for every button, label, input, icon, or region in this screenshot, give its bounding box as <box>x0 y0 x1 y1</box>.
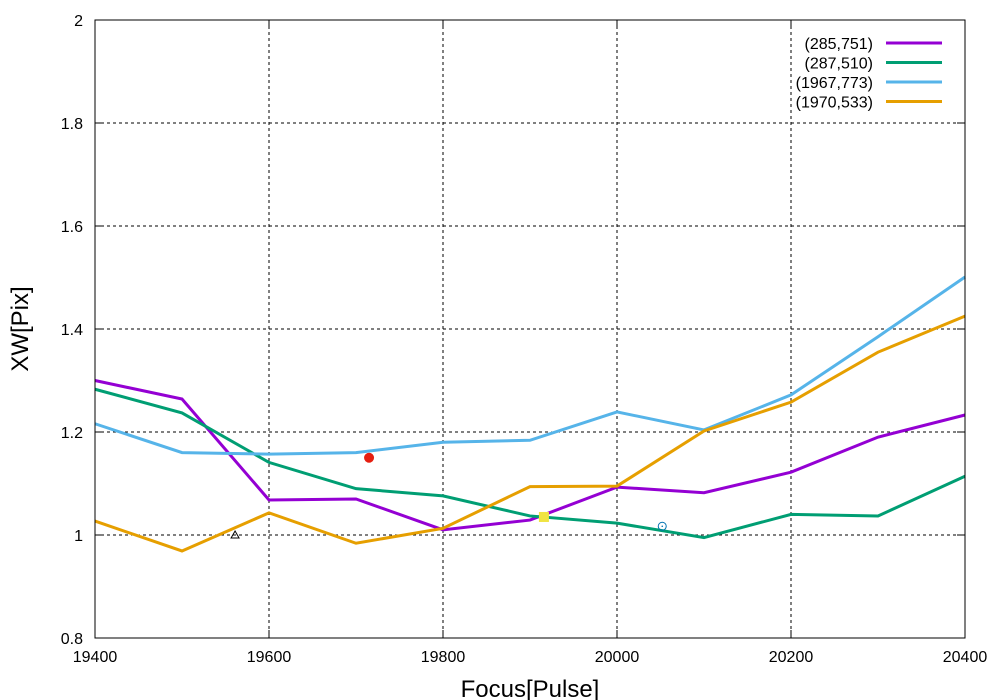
plot-border <box>94 19 966 639</box>
red-dot-marker <box>364 452 375 463</box>
y-tick-label: 1.6 <box>61 219 83 236</box>
legend-label: (1970,533) <box>796 95 873 112</box>
series-line-1 <box>94 387 966 540</box>
series-line-3 <box>94 314 966 553</box>
y-axis-label: XW[Pix] <box>7 286 34 371</box>
grid <box>94 19 966 639</box>
triangle-marker <box>230 529 240 539</box>
y-tick-label: 1.8 <box>61 116 83 133</box>
series-line-0 <box>94 379 966 532</box>
x-tick-label: 19600 <box>247 649 292 666</box>
series-line-2 <box>94 275 966 456</box>
x-axis-label: Focus[Pulse] <box>461 676 600 700</box>
y-tick-label: 2 <box>74 13 83 30</box>
y-tick-label: 1 <box>74 528 83 545</box>
x-tick-label: 20000 <box>595 649 640 666</box>
legend: (285,751) (287,510) (1967,773) (1970,533) <box>796 36 942 112</box>
y-tick-label: 0.8 <box>61 631 83 648</box>
x-tick-label: 19400 <box>73 649 118 666</box>
x-tick-label: 20400 <box>943 649 988 666</box>
blue-circle-marker <box>657 521 667 531</box>
legend-label: (1967,773) <box>796 75 873 92</box>
legend-label: (285,751) <box>805 36 874 53</box>
markers <box>230 452 667 539</box>
y-tick-label: 1.4 <box>61 322 83 339</box>
x-tick-label: 19800 <box>421 649 466 666</box>
blue-circle-marker-center <box>661 525 664 528</box>
series-lines <box>94 275 966 553</box>
yellow-square-marker <box>538 511 549 522</box>
tick-labels: 19400 19600 19800 20000 20200 20400 0.8 1 1.2 1.4… <box>61 13 988 666</box>
x-tick-label: 20200 <box>769 649 814 666</box>
legend-label: (287,510) <box>805 56 874 73</box>
y-tick-label: 1.2 <box>61 425 83 442</box>
